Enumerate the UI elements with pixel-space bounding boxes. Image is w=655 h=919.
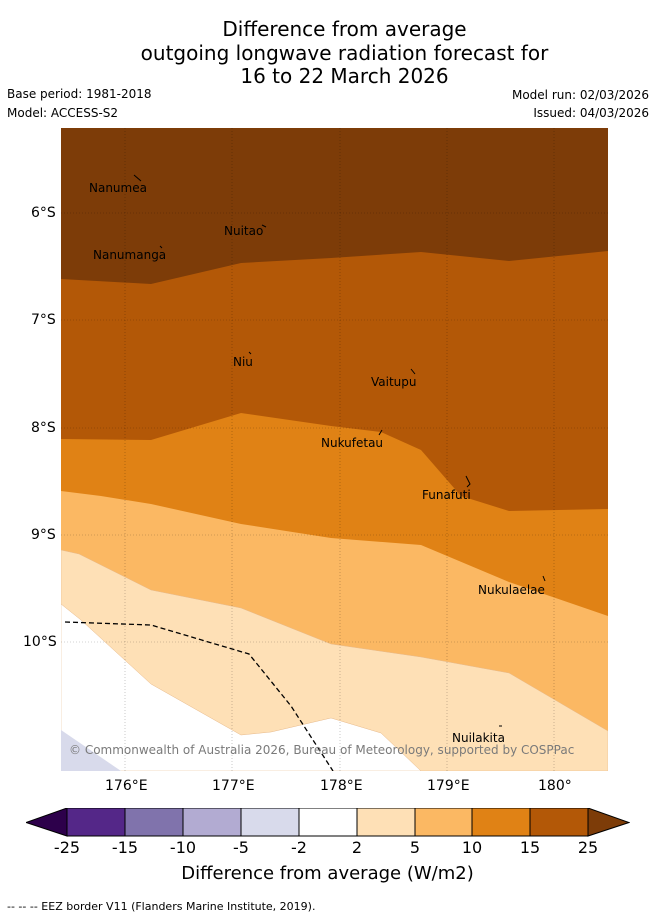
colorbar-tick-15: 15: [519, 838, 541, 857]
colorbar-extend-high: [587, 808, 630, 837]
island-label-nukufetau: Nukufetau: [321, 436, 384, 450]
island-shape-nuitao: [261, 224, 267, 228]
island-label-nukulaelae: Nukulaelae: [478, 583, 545, 597]
island-shape-nanumanga: [159, 245, 163, 249]
colorbar-label: Difference from average (W/m2): [181, 863, 474, 884]
colorbar-seg-2-5: [356, 808, 416, 837]
lat-label-10s: 10°S: [23, 634, 57, 650]
island-shapes: [133, 174, 546, 727]
graticule: [61, 128, 608, 771]
colorbar-seg-10-15: [471, 808, 531, 837]
colorbar-tick-m2: -2: [291, 838, 307, 857]
title-line-2: outgoing longwave radiation forecast for: [140, 41, 549, 65]
lat-label-8s: 8°S: [31, 420, 56, 436]
lon-label-180: 180°: [538, 778, 572, 794]
island-shape-funafuti: [465, 475, 471, 488]
lon-label-177e: 177°E: [212, 778, 255, 794]
island-label-funafuti: Funafuti: [422, 488, 471, 502]
island-shape-nukulaelae: [542, 575, 546, 582]
colorbar-seg-15-25: [529, 808, 589, 837]
colorbar-tick-m10: -10: [169, 838, 197, 857]
island-shape-nukufetau: [378, 429, 383, 436]
title-line-3: 16 to 22 March 2026: [240, 64, 449, 88]
island-shape-niu: [248, 351, 252, 355]
lat-label-7s: 7°S: [31, 312, 56, 328]
model-run: Model run: 02/03/2026: [511, 88, 649, 102]
colorbar: [26, 808, 630, 837]
colorbar-seg-m25-m15: [66, 808, 126, 837]
lat-label-6s: 6°S: [31, 205, 56, 221]
issued-date: Issued: 04/03/2026: [533, 106, 649, 120]
lon-label-179e: 179°E: [427, 778, 470, 794]
band-neutral: [61, 603, 422, 771]
colorbar-extend-low: [26, 808, 68, 837]
colorbar-tick-m25: -25: [53, 838, 81, 857]
island-label-nuitao: Nuitao: [224, 224, 264, 238]
island-shape-nanumea: [133, 174, 142, 182]
island-label-nanumanga: Nanumanga: [93, 248, 167, 262]
colorbar-tick-25: 25: [577, 838, 599, 857]
island-label-vaitupu: Vaitupu: [371, 375, 417, 389]
lon-label-176e: 176°E: [105, 778, 148, 794]
colorbar-tick-m15: -15: [111, 838, 139, 857]
lon-label-178e: 178°E: [320, 778, 363, 794]
colorbar-tick-5: 5: [409, 838, 421, 857]
colorbar-seg-m5-m2: [240, 808, 300, 837]
eez-border: [64, 621, 334, 771]
colorbar-tick-2: 2: [351, 838, 363, 857]
island-shape-vaitupu: [410, 368, 416, 375]
eez-legend: -- -- -- EEZ border V11 (Flanders Marine…: [7, 900, 316, 913]
colorbar-tick-10: 10: [461, 838, 483, 857]
lat-label-9s: 9°S: [31, 527, 56, 543]
model-name: Model: ACCESS-S2: [7, 106, 119, 120]
colorbar-tick-m5: -5: [233, 838, 249, 857]
copyright-notice: © Commonwealth of Australia 2026, Bureau…: [69, 743, 575, 757]
forecast-map: [61, 128, 608, 771]
colorbar-seg-neutral: [298, 808, 358, 837]
island-label-nuilakita: Nuilakita: [452, 731, 505, 745]
island-label-niu: Niu: [233, 355, 253, 369]
island-label-nanumea: Nanumea: [89, 181, 147, 195]
colorbar-seg-m15-m10: [124, 808, 184, 837]
colorbar-seg-5-10: [414, 808, 473, 837]
base-period: Base period: 1981-2018: [7, 87, 152, 101]
title-line-1: Difference from average: [222, 17, 467, 41]
band-m5-m2: [61, 730, 121, 771]
colorbar-seg-m10-m5: [182, 808, 242, 837]
